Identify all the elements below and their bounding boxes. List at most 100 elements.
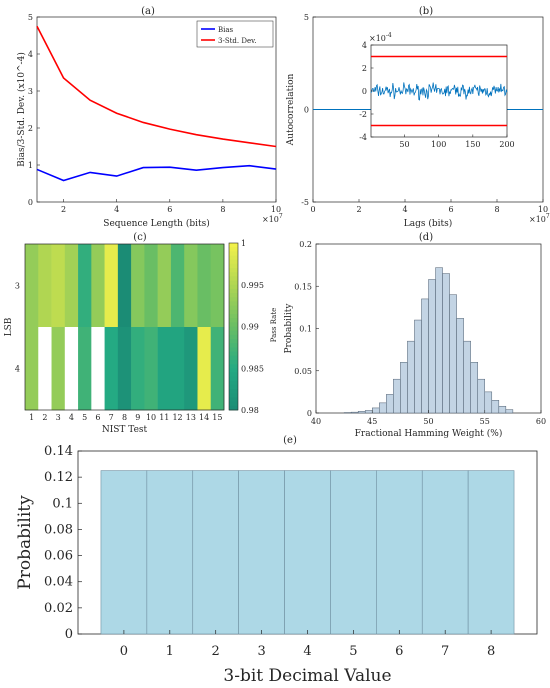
panel-b-inset-x-tick-label: 200 bbox=[499, 140, 514, 149]
panel-c-colorbar-segment bbox=[229, 401, 238, 407]
panel-d-x-tick-label: 55 bbox=[480, 417, 490, 426]
panel-c-colorbar-tick-label: 0.985 bbox=[241, 364, 264, 373]
panel-c-heatmap-cell bbox=[38, 327, 52, 411]
panel-b-inset-y-tick-label: 4 bbox=[362, 41, 367, 50]
panel-d-histogram-bar bbox=[357, 411, 366, 414]
panel-c-colorbar-segment bbox=[229, 339, 238, 344]
panel-a-y-tick-label: 4 bbox=[28, 50, 33, 59]
panel-e-bar bbox=[421, 470, 469, 635]
panel-c-heatmap-cell bbox=[117, 327, 132, 411]
panel-c-x-axis-label: NIST Test bbox=[102, 425, 148, 435]
panel-d-histogram-bar bbox=[477, 378, 485, 414]
panel-c-heatmap-cell bbox=[38, 244, 52, 328]
panel-c-colorbar-segment bbox=[229, 301, 238, 307]
panel-c-colorbar-segment bbox=[229, 389, 238, 394]
panel-e-label: (e) bbox=[283, 435, 297, 446]
panel-c-heatmap-cell bbox=[197, 327, 212, 411]
panel-a-y-tick-label: 0 bbox=[28, 198, 33, 207]
panel-c-heatmap-cell bbox=[64, 327, 79, 411]
panel-c-colorbar-segment bbox=[229, 364, 238, 369]
panel-c-x-tick-label: 15 bbox=[212, 413, 222, 422]
panel-d-chart: 40 45 50 55 60 0 0.05 0.1 0.15 0.2 Fractional Hamm… bbox=[284, 240, 546, 439]
panel-a-y-tick-label: 3 bbox=[28, 87, 33, 96]
panel-e-x-tick-label: 3 bbox=[257, 644, 265, 659]
panel-d-x-tick-label: 45 bbox=[367, 417, 377, 426]
panel-c-colorbar-segment bbox=[229, 372, 238, 377]
panel-a-label: (a) bbox=[141, 6, 155, 17]
panel-c-heatmap-cell bbox=[131, 327, 145, 411]
panel-e-y-tick-label: 0.06 bbox=[44, 549, 73, 564]
panel-d-histogram-bar bbox=[364, 410, 373, 414]
panel-a-axes-box bbox=[36, 16, 277, 203]
panel-e-bar bbox=[376, 470, 423, 635]
panel-b-x-tick-label: 2 bbox=[356, 205, 361, 214]
panel-e-y-tick-label: 0.02 bbox=[44, 601, 73, 616]
panel-c-colorbar-segment bbox=[229, 272, 238, 277]
panel-a-y-axis-label: Bias/3-Std. Dev. (x10^-4) bbox=[16, 52, 27, 167]
panel-c-colorbar-segment bbox=[229, 351, 238, 357]
panel-b-x-axis-label: Lags (bits) bbox=[404, 218, 452, 229]
panel-c-colorbar-segment bbox=[229, 393, 238, 398]
panel-c-x-tick-label: 7 bbox=[109, 413, 114, 422]
panel-c-x-tick-label: 12 bbox=[172, 413, 182, 422]
panel-c-colorbar-segment bbox=[229, 355, 238, 361]
panel-c-colorbar-segment bbox=[229, 397, 238, 403]
panel-b-inset-x-tick-label: 100 bbox=[431, 140, 446, 149]
panel-c-colorbar-segment bbox=[229, 305, 238, 311]
panel-c-colorbar-segment bbox=[229, 326, 238, 332]
panel-d-histogram-bar bbox=[428, 279, 436, 414]
panel-e-y-tick-label: 0 bbox=[65, 627, 73, 642]
panel-e-bar bbox=[284, 470, 331, 635]
panel-b-x-tick-label: 6 bbox=[448, 205, 453, 214]
panel-c-axes-box bbox=[24, 243, 225, 411]
panel-c-x-tick-label: 9 bbox=[135, 413, 140, 422]
panel-c-colorbar-tick-label: 0.98 bbox=[241, 406, 259, 415]
panel-e-bar bbox=[100, 470, 148, 635]
panel-c-heatmap-cell bbox=[51, 244, 66, 328]
panel-c-x-tick-label: 2 bbox=[42, 413, 47, 422]
panel-b-y-axis-label: Autocorrelation bbox=[286, 73, 296, 146]
panel-c-heatmap-cell bbox=[210, 244, 225, 328]
panel-e-bar bbox=[467, 470, 515, 635]
panel-b-x-tick-label: 4 bbox=[402, 205, 407, 214]
panel-c-heatmap-cell bbox=[197, 244, 212, 328]
panel-c-x-tick-label: 4 bbox=[69, 413, 74, 422]
panel-c-colorbar-segment bbox=[229, 334, 238, 340]
panel-c-x-tick-label: 11 bbox=[159, 413, 169, 422]
panel-d-histogram-bar bbox=[491, 400, 500, 414]
panel-d-x-axis-label: Fractional Hamming Weight (%) bbox=[355, 428, 503, 439]
panel-d-histogram-bar bbox=[435, 267, 443, 414]
panel-d-histogram-bar bbox=[421, 298, 429, 414]
panel-c-heatmap-cell bbox=[157, 327, 172, 411]
panel-c-heatmap-cell bbox=[144, 244, 158, 328]
panel-c-heatmap-cell bbox=[78, 327, 92, 411]
panel-c-heatmap-cell bbox=[104, 244, 119, 328]
panel-b-y-tick-label: -5 bbox=[301, 198, 309, 207]
panel-e-y-tick-label: 0.08 bbox=[44, 522, 73, 537]
panel-d-histogram-bar bbox=[393, 378, 401, 414]
panel-d-label: (d) bbox=[419, 232, 433, 243]
panel-c-colorbar-segment bbox=[229, 268, 238, 273]
panel-a-x-tick-label: 8 bbox=[220, 205, 225, 214]
panel-d-histogram-bar bbox=[484, 391, 493, 414]
panel-c-colorbar-segment bbox=[229, 293, 238, 298]
panel-c-x-tick-label: 3 bbox=[56, 413, 61, 422]
panel-c-colorbar-segment bbox=[229, 297, 238, 302]
panel-c-colorbar-segment bbox=[229, 330, 238, 336]
panel-c-heatmap-cell bbox=[117, 244, 132, 328]
panel-e-y-tick-label: 0.04 bbox=[44, 575, 73, 590]
panel-c-colorbar-label: Pass Rate bbox=[270, 308, 278, 343]
panel-d-histogram-bar bbox=[407, 340, 415, 414]
panel-c-heatmap-cell bbox=[78, 244, 92, 328]
panel-c-colorbar-segment bbox=[229, 251, 238, 256]
panel-b-label: (b) bbox=[419, 6, 433, 17]
panel-a-legend-label: 3-Std. Dev. bbox=[218, 37, 256, 45]
panel-c-colorbar-tick-label: 0.99 bbox=[241, 323, 259, 332]
panel-d-y-tick-label: 0.2 bbox=[299, 240, 312, 249]
panel-d-y-tick-label: 0 bbox=[307, 409, 312, 418]
panel-a-x-axis-label: Sequence Length (bits) bbox=[103, 218, 209, 229]
panel-d-y-axis-label: Probability bbox=[284, 303, 294, 354]
panel-c-colorbar-box bbox=[228, 242, 239, 411]
panel-c-heatmap-cell bbox=[144, 327, 158, 411]
